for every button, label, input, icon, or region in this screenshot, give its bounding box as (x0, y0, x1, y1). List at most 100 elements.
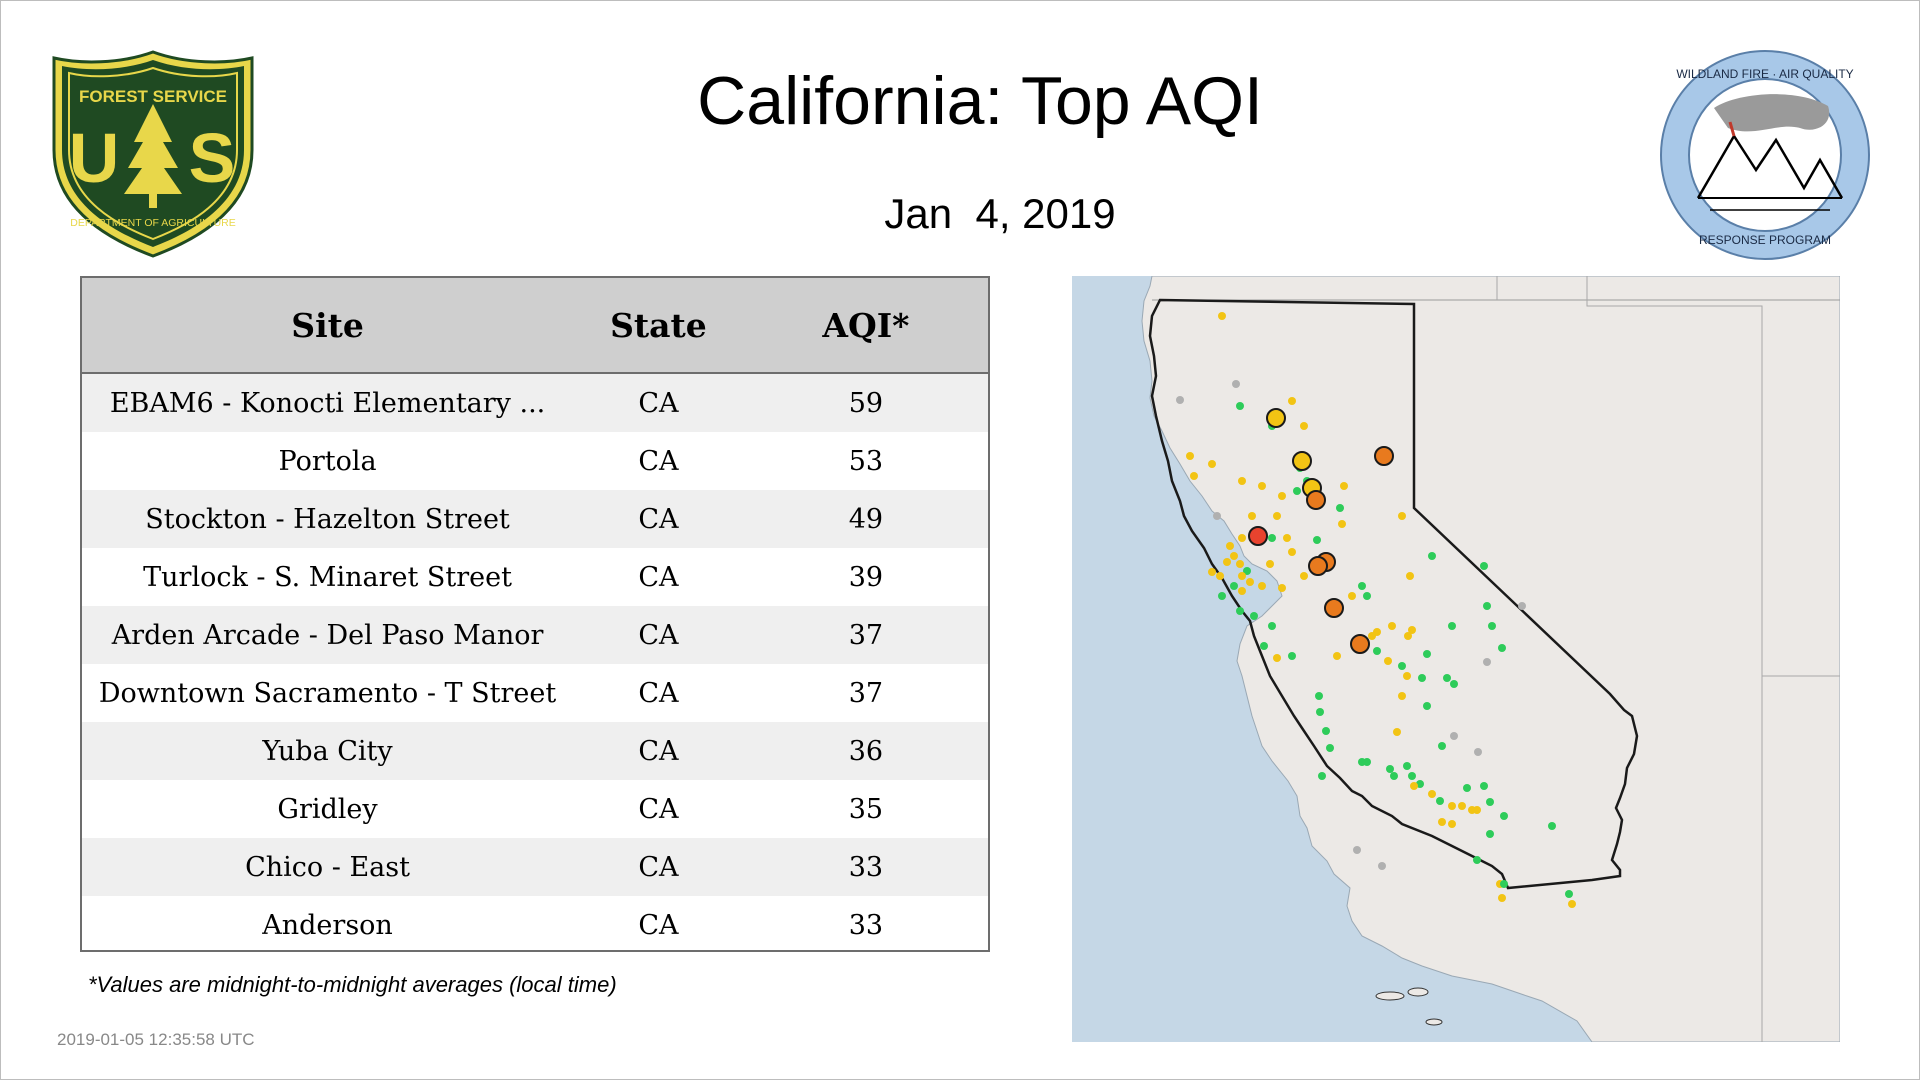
site-marker (1474, 748, 1482, 756)
site-marker (1363, 758, 1371, 766)
site-marker (1218, 592, 1226, 600)
cell-state: CA (638, 445, 679, 477)
cell-site: Gridley (277, 793, 378, 825)
site-marker (1404, 632, 1412, 640)
site-marker (1288, 652, 1296, 660)
site-marker-large (1306, 490, 1326, 510)
page-title: California: Top AQI (697, 63, 1263, 139)
cell-aqi: 36 (848, 735, 884, 767)
site-marker (1288, 397, 1296, 405)
site-marker (1283, 534, 1291, 542)
site-marker (1498, 644, 1506, 652)
cell-site: Turlock - S. Minaret Street (143, 561, 512, 593)
site-marker (1248, 512, 1256, 520)
site-marker (1238, 534, 1246, 542)
site-marker (1386, 765, 1394, 773)
site-marker (1348, 592, 1356, 600)
cell-site: Yuba City (262, 735, 393, 767)
cell-site: Stockton - Hazelton Street (145, 503, 510, 535)
table-row: Anderson CA 33 (82, 896, 988, 950)
site-marker (1230, 552, 1238, 560)
timestamp: 2019-01-05 12:35:58 UTC (57, 1030, 255, 1049)
site-marker (1258, 482, 1266, 490)
site-marker (1448, 802, 1456, 810)
site-marker (1288, 548, 1296, 556)
site-marker (1450, 680, 1458, 688)
site-marker (1408, 626, 1416, 634)
site-marker (1368, 632, 1376, 640)
site-marker (1278, 492, 1286, 500)
site-marker (1226, 542, 1234, 550)
site-marker (1186, 452, 1194, 460)
site-marker (1236, 402, 1244, 410)
site-marker (1398, 662, 1406, 670)
table-row: Gridley CA 35 (82, 780, 988, 838)
site-marker (1213, 512, 1221, 520)
forest-service-logo: FOREST SERVICE U S DEPARTMENT OF AGRICUL… (52, 50, 254, 258)
site-marker (1378, 862, 1386, 870)
site-marker (1250, 612, 1258, 620)
site-marker (1473, 856, 1481, 864)
pine-tree-icon (124, 104, 182, 194)
site-marker (1438, 742, 1446, 750)
site-marker (1423, 702, 1431, 710)
cell-state: CA (638, 387, 679, 419)
site-marker-large (1308, 556, 1328, 576)
site-marker (1340, 482, 1348, 490)
cell-state: CA (638, 735, 679, 767)
site-marker (1358, 582, 1366, 590)
cell-site: Downtown Sacramento - T Street (98, 677, 557, 709)
site-marker (1313, 536, 1321, 544)
cell-state: CA (638, 619, 679, 651)
site-marker (1398, 692, 1406, 700)
site-marker (1190, 472, 1198, 480)
table-row: Downtown Sacramento - T Street CA 37 (82, 664, 988, 722)
site-marker-large (1324, 598, 1344, 618)
site-marker (1448, 622, 1456, 630)
site-marker (1238, 572, 1246, 580)
site-marker (1373, 647, 1381, 655)
site-marker (1260, 642, 1268, 650)
header-aqi: AQI* (743, 278, 988, 374)
cell-state: CA (638, 503, 679, 535)
table-header-row: Site State AQI* (82, 278, 988, 374)
cell-site: Arden Arcade - Del Paso Manor (111, 619, 544, 651)
site-marker (1565, 890, 1573, 898)
site-marker (1353, 846, 1361, 854)
cell-aqi: 33 (848, 909, 884, 941)
wildland-fire-logo: WILDLAND FIRE · AIR QUALITY RESPONSE PRO… (1660, 50, 1870, 260)
site-marker (1486, 798, 1494, 806)
cell-state: CA (638, 793, 679, 825)
site-marker (1488, 622, 1496, 630)
site-marker (1322, 727, 1330, 735)
site-marker-large (1248, 526, 1268, 546)
site-marker (1326, 744, 1334, 752)
site-marker (1238, 587, 1246, 595)
cell-aqi: 49 (848, 503, 884, 535)
site-marker (1548, 822, 1556, 830)
site-marker (1403, 762, 1411, 770)
site-marker (1408, 772, 1416, 780)
site-marker (1443, 674, 1451, 682)
site-marker (1498, 894, 1506, 902)
site-marker (1423, 650, 1431, 658)
site-marker (1518, 602, 1526, 610)
cell-aqi: 33 (848, 851, 884, 883)
svg-text:U: U (69, 119, 120, 197)
site-marker (1500, 880, 1508, 888)
site-marker (1390, 772, 1398, 780)
aqi-table: Site State AQI* EBAM6 - Konocti Elementa… (80, 276, 990, 952)
footnote: *Values are midnight-to-midnight average… (88, 972, 617, 997)
site-marker (1398, 512, 1406, 520)
site-marker (1336, 504, 1344, 512)
site-marker (1393, 728, 1401, 736)
site-marker (1236, 560, 1244, 568)
table-row: Turlock - S. Minaret Street CA 39 (82, 548, 988, 606)
site-marker (1480, 782, 1488, 790)
cell-aqi: 35 (848, 793, 884, 825)
fs-top-text: FOREST SERVICE (79, 87, 227, 106)
site-marker (1268, 622, 1276, 630)
cell-aqi: 37 (848, 677, 884, 709)
site-marker (1266, 560, 1274, 568)
site-marker (1403, 672, 1411, 680)
